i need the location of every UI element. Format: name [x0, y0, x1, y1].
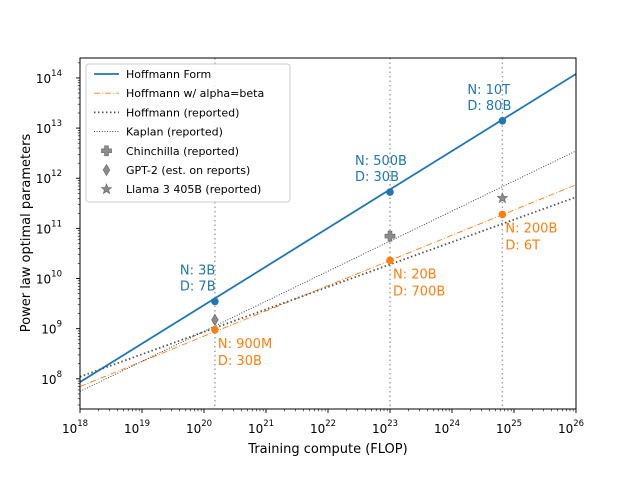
annotated-point-3 [211, 325, 219, 334]
annotation-label-0-d: D: 7B [180, 279, 216, 294]
y-tick-label-4: 1012 [36, 169, 62, 186]
series-line-0 [80, 73, 576, 383]
legend-label-0: Hoffmann Form [126, 68, 211, 81]
legend-box [85, 63, 291, 203]
legend-marker-5 [102, 163, 111, 177]
y-tick-label-0: 108 [41, 370, 62, 387]
annotation-label-1-d: D: 30B [355, 170, 399, 185]
annotated-point-0 [211, 297, 219, 306]
y-tick-label-1: 109 [41, 320, 62, 337]
legend-marker-4 [101, 145, 112, 157]
legend: Hoffmann Form Hoffmann w/ alpha=beta Hoffm… [85, 63, 291, 203]
x-tick-label-7: 1025 [496, 419, 522, 436]
annotation-label-2-d: D: 80B [467, 99, 511, 114]
series-lines [80, 73, 576, 392]
x-tick-label-5: 1023 [372, 419, 398, 436]
annotation-label-4-d: D: 700B [393, 284, 445, 299]
legend-label-2: Hoffmann (reported) [126, 106, 239, 119]
x-tick-label-0: 1018 [62, 419, 88, 436]
series-line-2 [80, 196, 576, 378]
series-line-1 [80, 184, 576, 387]
x-tick-label-3: 1021 [248, 419, 274, 436]
y-tick-label-2: 1010 [36, 270, 62, 287]
annotation-label-2-n: N: 10T [467, 83, 510, 98]
x-tick-label-1: 1019 [124, 419, 150, 436]
x-tick-label-6: 1024 [434, 419, 460, 436]
annotated-point-5 [498, 210, 507, 219]
x-tick-label-2: 1020 [186, 419, 212, 436]
y-tick-label-6: 1014 [36, 69, 62, 86]
annotation-label-5-n: N: 200B [505, 221, 557, 236]
legend-marker-6 [100, 183, 113, 195]
annotation-label-0-n: N: 3B [180, 263, 215, 278]
legend-label-1: Hoffmann w/ alpha=beta [126, 87, 264, 100]
legend-label-5: GPT-2 (est. on reports) [126, 164, 250, 177]
annotation-label-3-d: D: 30B [218, 354, 262, 369]
annotation-label-4-n: N: 20B [393, 267, 437, 282]
series-line-3 [80, 150, 576, 392]
x-axis: 1018 1019 1020 1021 1022 1023 1024 1025 1026 [62, 409, 584, 436]
annotation-label-3-n: N: 900M [218, 337, 272, 352]
data-points [211, 116, 509, 334]
y-axis-label: Power law optimal parameters [19, 134, 34, 333]
reported-point-0 [384, 230, 396, 242]
legend-label-4: Chinchilla (reported) [126, 145, 239, 158]
y-tick-label-5: 1013 [36, 119, 62, 136]
x-tick-label-8: 1026 [558, 419, 584, 436]
annotation-label-1-n: N: 500B [355, 154, 407, 169]
y-axis: 108 109 1010 1011 1012 1013 1014 [36, 62, 80, 406]
annotation-label-5-d: D: 6T [505, 238, 540, 253]
annotated-point-4 [386, 256, 394, 265]
legend-label-6: Llama 3 405B (reported) [126, 183, 261, 196]
reported-point-1 [211, 313, 219, 327]
reported-point-2 [496, 191, 509, 204]
legend-label-3: Kaplan (reported) [126, 126, 223, 139]
annotated-point-2 [498, 116, 507, 125]
x-tick-label-4: 1022 [310, 419, 336, 436]
y-tick-label-3: 1011 [36, 219, 62, 236]
x-axis-label: Training compute (FLOP) [247, 442, 407, 457]
annotated-point-1 [386, 188, 394, 196]
